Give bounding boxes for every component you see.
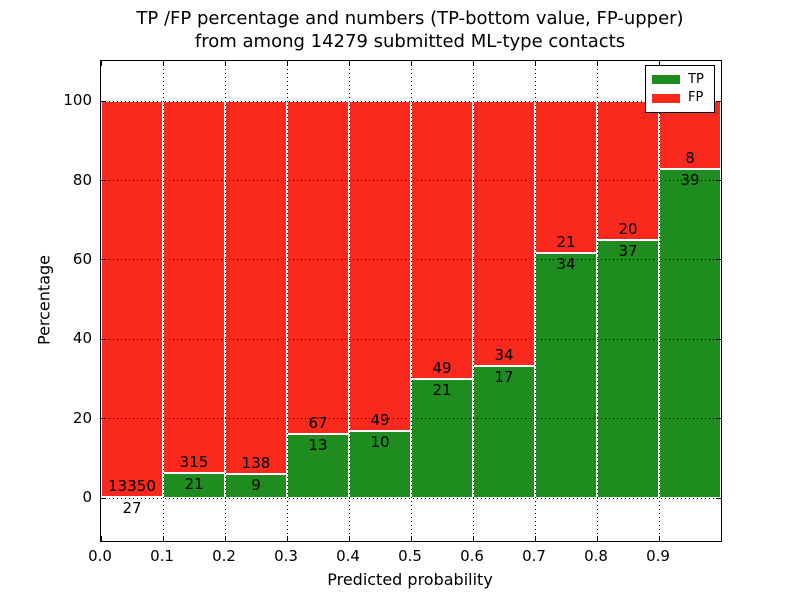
fp-count-label: 315 — [179, 453, 209, 472]
x-tick-mark-bottom — [100, 536, 102, 541]
legend-label-tp: TP — [688, 71, 704, 87]
legend-item-fp: FP — [652, 91, 708, 105]
x-tick-label: 0.2 — [212, 547, 236, 565]
y-tick-label: 40 — [72, 329, 92, 348]
fp-count-label: 34 — [494, 345, 514, 364]
y-gridline — [101, 338, 721, 340]
fp-count-label: 20 — [618, 220, 638, 239]
x-tick-label: 0.6 — [460, 547, 484, 565]
x-tick-label: 0.7 — [522, 547, 546, 565]
fp-count-label: 21 — [556, 232, 576, 251]
tp-bar-segment — [411, 379, 473, 499]
plot-area: 13350 27 315 21 138 9 67 13 49 10 49 21 34 17 21 34 20 37… — [100, 60, 722, 542]
x-gridline — [596, 61, 598, 541]
chart-title-line1: TP /FP percentage and numbers (TP-bottom… — [136, 8, 684, 29]
tp-count-label: 21 — [432, 381, 452, 399]
fp-count-label: 49 — [370, 410, 390, 429]
x-tick-mark-top — [100, 61, 102, 66]
tp-bar-segment — [535, 252, 597, 499]
y-gridline — [101, 180, 721, 181]
y-axis-title: Percentage — [34, 254, 54, 346]
x-tick-label: 0.8 — [584, 547, 608, 565]
x-tick-label: 0.9 — [646, 547, 670, 565]
y-gridline — [101, 259, 721, 261]
y-tick-label: 20 — [72, 408, 92, 427]
tp-bar-segment — [225, 473, 287, 499]
tp-count-label: 9 — [251, 475, 261, 494]
x-tick-label: 0.3 — [274, 547, 298, 565]
fp-count-label: 49 — [432, 359, 452, 377]
y-gridline — [101, 418, 721, 420]
legend-label-fp: FP — [688, 90, 704, 106]
x-gridline — [224, 61, 226, 541]
x-axis-title: Predicted probability — [327, 570, 493, 589]
fp-bar-segment — [535, 101, 597, 253]
tp-bar-segment — [473, 365, 535, 499]
tp-bar-segment — [287, 433, 349, 499]
x-gridline — [162, 61, 164, 541]
y-gridline — [101, 100, 721, 102]
x-gridline — [472, 61, 474, 541]
fp-count-label: 13350 — [108, 477, 156, 496]
legend-item-tp: TP — [652, 71, 708, 87]
tp-count-label: 27 — [122, 499, 142, 518]
x-tick-label: 0.5 — [398, 547, 422, 565]
fp-bar-segment — [349, 101, 411, 431]
y-tick-label: 80 — [72, 170, 92, 189]
fp-count-label: 67 — [308, 413, 328, 432]
fp-bar-segment — [411, 101, 473, 379]
x-gridline — [534, 61, 536, 541]
fp-bar-segment — [287, 101, 349, 434]
tp-bar-segment — [349, 430, 411, 499]
x-gridline — [348, 61, 350, 541]
x-gridline — [410, 61, 412, 541]
tp-count-label: 17 — [494, 367, 514, 386]
fp-bar-segment — [473, 101, 535, 366]
y-tick-label: 100 — [63, 91, 92, 110]
tp-count-label: 21 — [184, 475, 204, 494]
fp-count-label: 138 — [241, 453, 271, 472]
fp-count-label: 8 — [685, 148, 695, 167]
tp-count-label: 34 — [556, 254, 576, 273]
y-tick-label: 60 — [72, 249, 92, 268]
x-tick-label: 0.4 — [336, 547, 360, 565]
fp-bar-segment — [101, 101, 163, 498]
fp-bar-segment — [163, 101, 225, 474]
x-gridline — [286, 61, 288, 541]
x-tick-label: 0.1 — [150, 547, 174, 565]
tp-count-label: 39 — [680, 170, 700, 189]
tp-color-swatch — [652, 75, 680, 85]
chart-title-line2: from among 14279 submitted ML-type conta… — [194, 31, 626, 52]
chart-title: TP /FP percentage and numbers (TP-bottom… — [60, 7, 760, 53]
fp-color-swatch — [652, 93, 680, 103]
tp-bar-segment — [597, 240, 659, 499]
tp-count-label: 10 — [370, 432, 390, 451]
tp-count-label: 37 — [618, 242, 638, 261]
tp-bar-segment — [659, 168, 721, 499]
y-gridline — [101, 497, 721, 499]
legend: TP FP — [645, 65, 715, 113]
x-tick-label: 0.0 — [88, 547, 112, 565]
y-tick-label: 0 — [82, 488, 92, 507]
tp-count-label: 13 — [308, 435, 328, 454]
x-gridline — [658, 61, 660, 541]
